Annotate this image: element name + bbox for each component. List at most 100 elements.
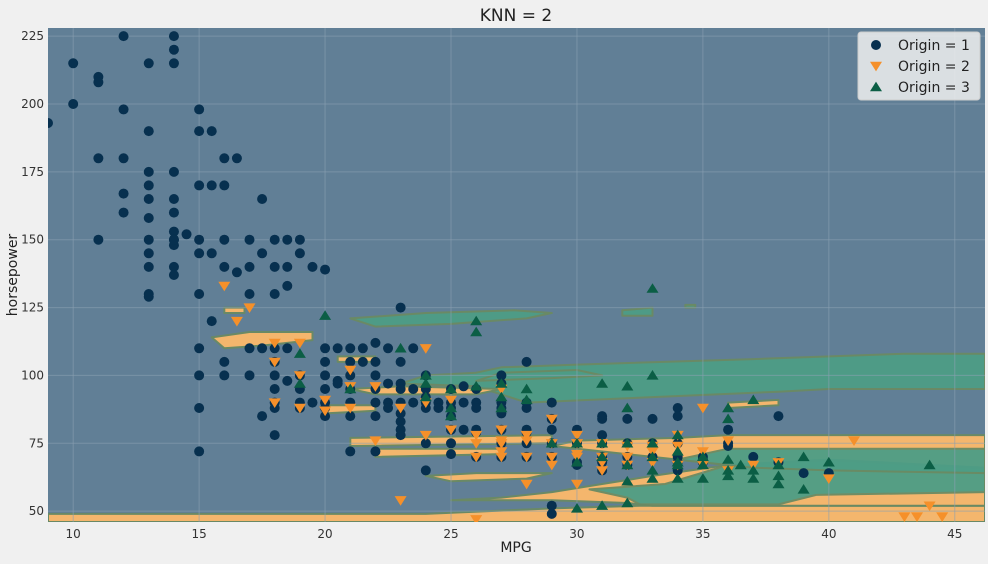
data-point [219, 153, 230, 164]
data-point [734, 459, 747, 470]
legend: Origin = 1 Origin = 2 Origin = 3 [857, 31, 981, 101]
data-point [268, 357, 281, 368]
data-point [923, 459, 936, 470]
data-point [282, 234, 293, 245]
data-point [445, 395, 457, 406]
data-point [319, 406, 332, 417]
legend-marker [870, 61, 882, 72]
data-point [772, 478, 785, 489]
data-point [936, 512, 949, 522]
data-point [747, 394, 760, 405]
x-tick-label: 10 [66, 527, 81, 541]
data-point [747, 473, 760, 483]
data-point [798, 468, 809, 479]
data-point [748, 451, 759, 462]
data-point [621, 437, 634, 448]
data-point [282, 375, 293, 386]
data-point [320, 384, 331, 394]
data-point [345, 411, 356, 422]
data-point [446, 449, 457, 460]
data-point [394, 342, 407, 353]
data-point [168, 207, 179, 218]
data-point [118, 153, 129, 164]
data-point [596, 466, 609, 476]
data-point [722, 454, 735, 464]
data-point [696, 403, 709, 414]
data-point [319, 395, 332, 406]
data-point [419, 378, 432, 388]
data-point [671, 459, 684, 470]
data-point [458, 424, 469, 435]
data-point [344, 383, 357, 394]
data-point [307, 261, 318, 272]
data-point [797, 451, 810, 462]
data-point [231, 267, 242, 278]
x-tick-label: 25 [443, 527, 458, 541]
data-point [383, 343, 394, 354]
data-point [143, 234, 154, 245]
data-point [672, 411, 683, 422]
data-point [419, 391, 432, 402]
x-tick-label: 35 [695, 527, 710, 541]
data-point [231, 153, 242, 164]
data-point [357, 343, 368, 354]
data-point [545, 452, 558, 463]
data-point [370, 411, 381, 422]
data-point [471, 403, 482, 413]
data-point [370, 356, 381, 367]
data-point [495, 378, 508, 388]
data-point [269, 384, 280, 394]
data-point [118, 188, 129, 199]
data-point [143, 248, 154, 259]
data-point [433, 403, 444, 413]
data-point [219, 370, 230, 381]
x-tick-label: 15 [191, 527, 206, 541]
data-point [143, 194, 154, 204]
data-point [143, 213, 154, 223]
data-point [394, 403, 407, 414]
data-point [772, 470, 785, 481]
y-axis-label: horsepower [5, 234, 21, 317]
data-point [269, 261, 280, 272]
data-point [320, 343, 331, 354]
data-point [470, 380, 483, 391]
data-point [571, 430, 583, 441]
data-point [911, 512, 923, 522]
data-point [269, 234, 280, 245]
data-point [244, 343, 255, 354]
x-tick-label: 30 [569, 527, 584, 541]
data-point [395, 384, 406, 394]
data-point [621, 475, 634, 486]
data-point [495, 447, 508, 457]
data-point [470, 452, 483, 463]
legend-label: Origin = 2 [898, 59, 970, 75]
y-tick-label: 75 [29, 436, 44, 450]
data-point [194, 104, 205, 115]
data-point [773, 411, 784, 422]
data-point [520, 383, 533, 394]
data-point [293, 348, 306, 358]
data-point [722, 413, 735, 424]
y-tick-label: 50 [29, 504, 44, 518]
data-point [395, 416, 406, 427]
data-point [257, 194, 268, 204]
data-point [370, 370, 381, 381]
data-point [445, 402, 457, 413]
data-point [470, 515, 483, 522]
x-tick-label: 20 [317, 527, 332, 541]
data-point [596, 437, 609, 448]
data-point [320, 411, 331, 422]
decision-region-origin-3 [399, 352, 985, 404]
data-point [722, 465, 735, 475]
data-point [520, 452, 533, 463]
data-point [293, 338, 306, 349]
decision-region-origin-2 [223, 306, 246, 314]
data-point [458, 397, 469, 408]
data-point [621, 497, 634, 508]
data-point [797, 484, 810, 494]
data-point [722, 470, 735, 481]
data-point [395, 408, 406, 419]
data-point [319, 310, 332, 320]
data-point [696, 473, 709, 483]
